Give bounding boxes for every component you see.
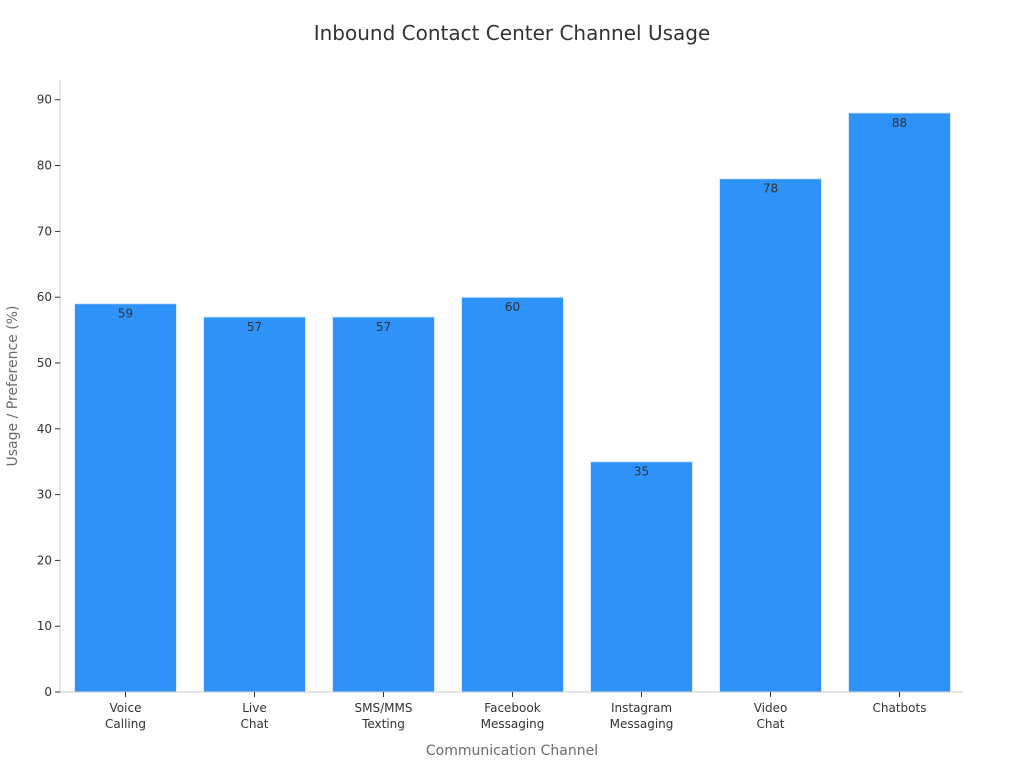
y-tick-label-2: 20 bbox=[37, 553, 52, 567]
x-tick-label-3-0: Facebook bbox=[484, 701, 540, 715]
y-axis-title: Usage / Preference (%) bbox=[5, 306, 21, 467]
data-label-3: 60 bbox=[505, 300, 520, 314]
x-tick-label-0-0: Voice bbox=[110, 701, 142, 715]
x-axis-title: Communication Channel bbox=[426, 743, 598, 759]
x-tick-label-5-1: Chat bbox=[756, 717, 784, 731]
x-tick-label-4-0: Instagram bbox=[611, 701, 672, 715]
data-label-6: 88 bbox=[892, 116, 907, 130]
x-tick-label-1-1: Chat bbox=[240, 717, 268, 731]
x-tick-label-4-1: Messaging bbox=[610, 717, 674, 731]
y-tick-label-4: 40 bbox=[37, 422, 52, 436]
y-ticks-group: 0 10 20 30 40 50 60 70 80 90 bbox=[37, 93, 60, 699]
x-tick-label-5-0: Video bbox=[754, 701, 788, 715]
chart-title: Inbound Contact Center Channel Usage bbox=[314, 21, 711, 45]
bars-group bbox=[74, 112, 951, 693]
x-tick-label-2-0: SMS/MMS bbox=[355, 701, 413, 715]
y-tick-label-3: 30 bbox=[37, 488, 52, 502]
y-tick-label-9: 90 bbox=[37, 93, 52, 107]
x-tick-label-3-1: Messaging bbox=[481, 717, 545, 731]
data-label-5: 78 bbox=[763, 182, 778, 196]
x-ticks-group: Voice Calling Live Chat SMS/MMS Texting Facebo… bbox=[105, 692, 926, 731]
x-tick-label-2-1: Texting bbox=[361, 717, 405, 731]
bar-0 bbox=[74, 303, 177, 693]
y-tick-label-8: 80 bbox=[37, 159, 52, 173]
data-labels-group: 59 57 57 60 35 78 88 bbox=[118, 116, 907, 479]
y-tick-label-6: 60 bbox=[37, 290, 52, 304]
bar-3 bbox=[461, 296, 564, 693]
y-tick-label-1: 10 bbox=[37, 619, 52, 633]
y-tick-label-5: 50 bbox=[37, 356, 52, 370]
data-label-1: 57 bbox=[247, 320, 262, 334]
data-label-2: 57 bbox=[376, 320, 391, 334]
data-label-4: 35 bbox=[634, 465, 649, 479]
bar-2 bbox=[332, 316, 435, 693]
x-tick-label-0-1: Calling bbox=[105, 717, 146, 731]
y-tick-label-0: 0 bbox=[44, 685, 52, 699]
bar-6 bbox=[848, 112, 951, 693]
bar-1 bbox=[203, 316, 306, 693]
data-label-0: 59 bbox=[118, 307, 133, 321]
bar-5 bbox=[719, 178, 822, 693]
bar-4 bbox=[590, 461, 693, 693]
x-tick-label-6-0: Chatbots bbox=[873, 701, 927, 715]
y-tick-label-7: 70 bbox=[37, 224, 52, 238]
x-tick-label-1-0: Live bbox=[242, 701, 267, 715]
